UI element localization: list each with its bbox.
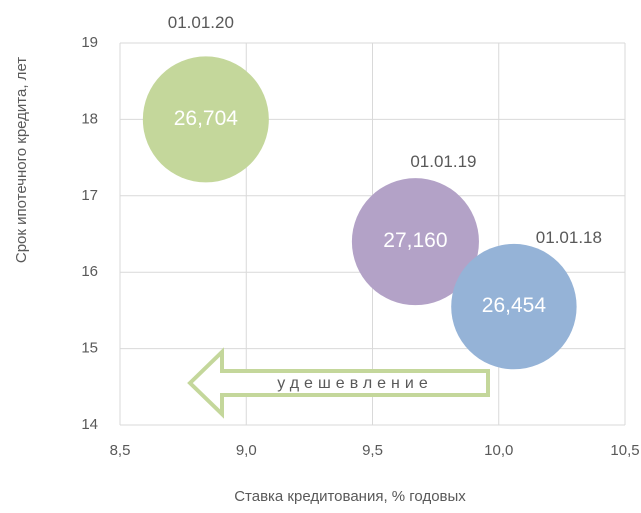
bubble-value-label: 26,454 [482, 294, 547, 317]
x-tick-label: 9,5 [362, 442, 383, 459]
bubble [351, 178, 479, 306]
y-tick-label: 18 [81, 110, 98, 127]
point-label: 01.01.18 [536, 228, 602, 247]
point-label: 01.01.19 [410, 152, 476, 171]
y-tick-label: 14 [81, 416, 98, 433]
y-axis-label: Срок ипотечного кредита, лет [13, 57, 30, 263]
y-tick-label: 17 [81, 187, 98, 204]
x-tick-label: 10,5 [610, 442, 639, 459]
x-tick-label: 10,0 [484, 442, 513, 459]
y-tick-label: 15 [81, 340, 98, 357]
arrow [187, 347, 490, 419]
bubble [451, 243, 577, 370]
y-tick-label: 19 [81, 34, 98, 51]
x-axis-label: Ставка кредитования, % годовых [234, 488, 466, 505]
y-tick-label: 16 [81, 263, 98, 280]
bubble [142, 56, 269, 183]
annotation: удешевление [277, 375, 432, 392]
x-tick-label: 8,5 [110, 442, 131, 459]
x-tick-label: 9,0 [236, 442, 257, 459]
point-label: 01.01.20 [168, 13, 234, 32]
bubble-value-label: 27,160 [383, 229, 447, 252]
bubble-value-label: 26,704 [174, 107, 239, 130]
